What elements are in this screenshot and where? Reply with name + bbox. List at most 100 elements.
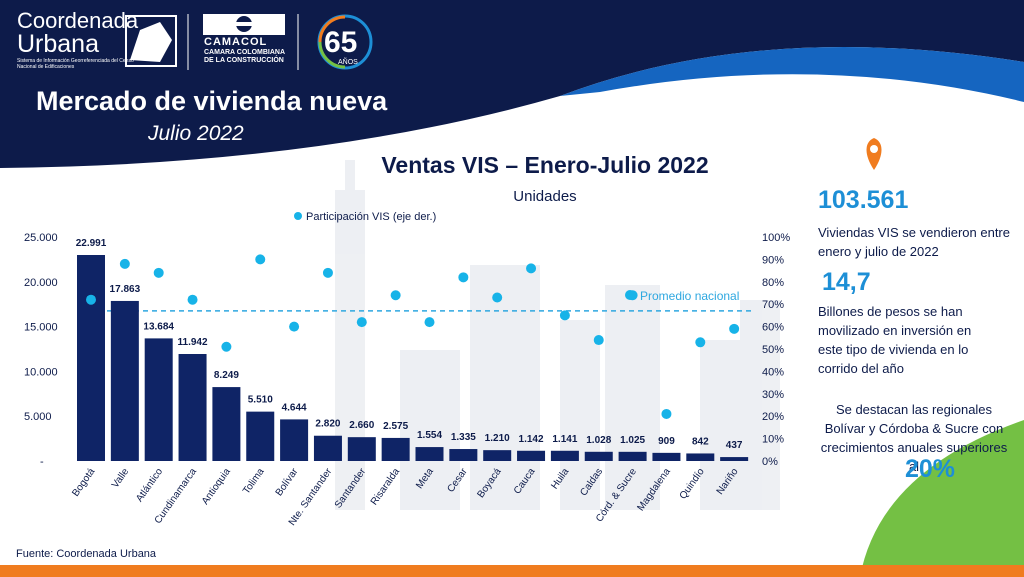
participation-point [187, 294, 198, 305]
participation-point [289, 321, 300, 332]
participation-point [255, 254, 266, 265]
bar [415, 447, 444, 461]
category-label: Risaralda [369, 466, 402, 507]
stat3-text: Se destacan las regionales Bolívar y Cór… [820, 402, 1008, 474]
bar-value-label: 11.942 [178, 337, 208, 348]
y2-tick-label: 30% [762, 389, 784, 401]
location-pin-icon [866, 138, 882, 170]
participation-point [356, 317, 367, 328]
bar-value-label: 437 [726, 440, 743, 451]
bar [347, 437, 376, 461]
bar [212, 387, 241, 461]
header-accent-band [560, 47, 1024, 102]
participation-point [492, 292, 503, 303]
category-label: Boyacá [476, 466, 504, 500]
bar [246, 411, 275, 461]
participation-point [593, 335, 604, 346]
category-label: Meta [414, 466, 436, 491]
category-label: Magdalena [636, 466, 674, 513]
bar [652, 452, 681, 461]
bar-value-label: 1.554 [417, 430, 442, 441]
category-label: Bolívar [274, 466, 301, 498]
anniversary-sub: AÑOS [338, 57, 358, 66]
y-tick-label: 25.000 [24, 232, 58, 244]
bar [77, 255, 105, 461]
footer-stripe [0, 565, 1024, 577]
participation-point [322, 267, 333, 278]
y2-tick-label: 40% [762, 366, 784, 378]
category-label: Nariño [715, 466, 741, 497]
anniversary-logo-icon [317, 14, 373, 70]
bar-value-label: 1.025 [620, 435, 645, 446]
legend-marker [294, 212, 302, 220]
bar-value-label: 842 [692, 436, 709, 447]
y2-tick-label: 0% [762, 456, 778, 468]
bar-value-label: 1.028 [586, 435, 611, 446]
brand-line2: Urbana [17, 30, 99, 58]
participation-point [661, 408, 672, 419]
participation-point [221, 341, 232, 352]
stat1-text: Viviendas VIS se vendieron entre enero y… [818, 225, 1010, 259]
category-label: Antioquia [200, 466, 233, 507]
y2-tick-label: 10% [762, 434, 784, 446]
participation-point [119, 258, 130, 269]
green-corner [860, 420, 1024, 577]
category-label: Cauca [512, 466, 538, 496]
bar-value-label: 13.684 [143, 321, 174, 332]
bar [381, 437, 410, 461]
bar [110, 300, 139, 461]
anniversary-number: 65 [324, 26, 357, 59]
y-tick-label: - [40, 456, 44, 468]
bar [550, 450, 579, 461]
bar [483, 450, 512, 461]
y-tick-label: 20.000 [24, 277, 58, 289]
camacol-logo-icon [203, 14, 285, 35]
participation-point [627, 290, 638, 301]
chart-subtitle: Unidades [513, 188, 576, 205]
y2-tick-label: 90% [762, 254, 784, 266]
bar-value-label: 2.575 [383, 421, 408, 432]
participation-point [86, 294, 96, 305]
y2-tick-label: 100% [762, 232, 790, 244]
participation-point [390, 290, 401, 301]
bar [313, 435, 342, 461]
skyline-decoration [335, 160, 780, 510]
bar-value-label: 4.644 [282, 402, 307, 413]
bar-value-label: 8.249 [214, 370, 239, 381]
bar-value-label: 1.142 [519, 434, 544, 445]
header-band [0, 0, 1024, 168]
participation-point [424, 317, 435, 328]
bar-value-label: 2.660 [349, 420, 374, 431]
participation-point [695, 337, 706, 348]
participation-point [729, 323, 740, 334]
category-label: Huila [549, 466, 571, 491]
reference-label: Promedio nacional [640, 289, 739, 303]
stat3-value: 20% [905, 455, 956, 483]
source-note: Fuente: Coordenada Urbana [16, 548, 157, 560]
page-subtitle: Julio 2022 [148, 122, 244, 145]
camacol-name: CAMACOL [204, 36, 268, 48]
bar-value-label: 5.510 [248, 395, 273, 406]
y2-tick-label: 60% [762, 322, 784, 334]
bar-value-label: 17.863 [110, 284, 141, 295]
y-tick-label: 15.000 [24, 322, 58, 334]
bar-value-label: 1.335 [451, 432, 476, 443]
category-label: Cesar [445, 466, 470, 495]
brand-note: Sistema de Información Georreferenciada … [17, 58, 134, 70]
coordenada-logo-icon [125, 15, 177, 67]
bar-value-label: 22.991 [76, 238, 107, 249]
bar [720, 457, 749, 461]
legend-label: Participación VIS (eje der.) [306, 211, 436, 223]
bar-value-label: 2.820 [315, 419, 340, 430]
y-tick-label: 5.000 [24, 411, 52, 423]
participation-point [458, 272, 469, 283]
bar [517, 450, 546, 461]
category-label: Valle [110, 466, 132, 490]
bar [686, 453, 715, 461]
bar [449, 449, 478, 461]
y2-tick-label: 50% [762, 344, 784, 356]
stat2-text: Billones de pesos se han movilizado en i… [818, 304, 972, 376]
bar [280, 419, 309, 461]
